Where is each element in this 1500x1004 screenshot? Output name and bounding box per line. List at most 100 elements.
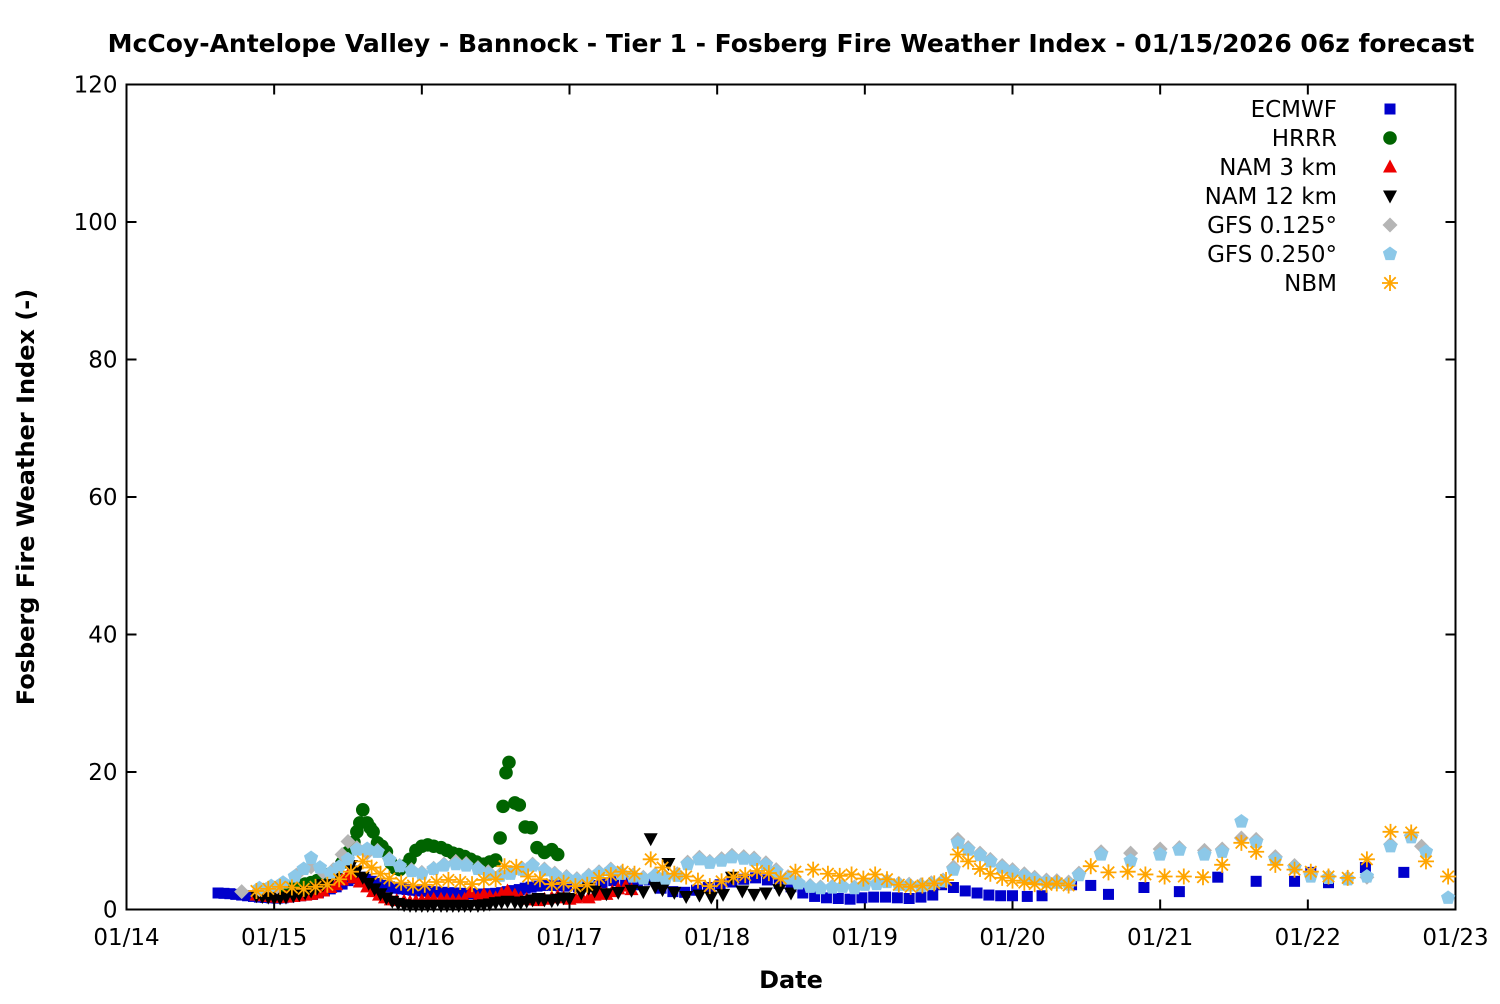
data-point [295,880,312,897]
data-point [349,842,364,856]
x-axis-title: Date [759,966,823,994]
data-point [464,876,481,893]
data-point [689,872,706,889]
data-point [1234,814,1249,828]
y-tick-labels: 0 20 40 60 80 100 120 [74,73,118,924]
data-point [701,878,718,895]
data-point [377,879,389,891]
data-point [832,893,844,904]
data-point [404,877,421,894]
data-point [891,892,903,904]
data-point [488,853,503,867]
legend-label: GFS 0.125° [1207,213,1337,239]
data-point [813,880,828,895]
data-point [1102,888,1114,900]
y-tick-label: 20 [88,760,117,786]
data-point [983,853,998,868]
data-point [591,869,608,886]
data-point [949,846,966,863]
data-point [961,842,976,856]
data-point [555,874,572,891]
data-point [773,877,785,889]
data-point [543,879,555,891]
data-point [1071,867,1087,882]
legend-item-gfs-0-250-: GFS 0.250° [1207,242,1398,268]
data-point [487,871,504,888]
data-point [1215,844,1230,858]
legend-item-hrrr: HRRR [1272,126,1397,152]
data-point [902,878,919,895]
data-point [803,879,818,893]
data-point [995,890,1007,902]
data-point [448,887,460,899]
data-point [602,867,619,884]
data-point [567,878,584,895]
data-point [404,863,419,878]
data-point [947,882,959,893]
data-point [972,847,988,862]
data-point [463,884,478,898]
data-point [746,852,762,867]
data-series [212,755,1457,913]
data-point [1440,868,1457,885]
x-tick-label: 01/18 [684,925,750,951]
data-point [1403,824,1420,841]
data-point [1194,869,1211,886]
data-point [1153,847,1168,861]
x-tick-label: 01/21 [1127,925,1193,951]
data-point [843,866,860,883]
data-point [704,891,719,905]
data-point [370,844,385,858]
data-point [355,803,370,817]
legend-label: NAM 3 km [1219,155,1337,181]
legend-item-gfs-0-125-: GFS 0.125° [1207,213,1398,239]
legend-item-nam-3-km: NAM 3 km [1219,155,1397,181]
data-point [825,880,840,894]
data-point [1138,882,1150,893]
data-point [760,865,777,882]
series-nbm [248,823,1457,899]
data-point [758,887,773,901]
data-point [737,867,754,884]
data-point [519,882,531,894]
data-point [1038,876,1055,893]
data-point [513,884,525,896]
legend-item-nam-12-km: NAM 12 km [1205,184,1397,210]
data-point [702,855,717,869]
data-point [1100,864,1117,881]
x-tick-labels: 01/14 01/15 01/16 01/17 01/18 01/19 01/20 01/21… [93,925,1488,951]
data-point [230,888,242,900]
data-point [867,866,884,883]
data-point [596,877,608,889]
data-point [442,887,454,899]
data-point [1359,869,1375,883]
data-point [340,851,356,866]
data-point [543,876,560,893]
legend-marker-triangle-down [1383,190,1397,204]
data-point [747,888,762,902]
data-point [1048,875,1065,892]
data-point [608,875,620,887]
data-point [1440,890,1456,904]
data-point [303,850,319,865]
data-point [1016,874,1033,891]
legend-marker-asterisk [1382,275,1398,291]
data-point [692,851,707,866]
data-point [562,893,577,906]
data-point [679,890,694,904]
data-point [844,893,856,905]
x-tick-label: 01/22 [1275,925,1341,951]
data-point [1085,879,1097,891]
data-point [1007,890,1018,902]
data-point [340,833,356,849]
data-point [725,869,742,886]
data-point [363,859,380,876]
legend-label: NBM [1284,271,1337,297]
y-axis-title: Fosberg Fire Weather Index (-) [12,289,40,705]
data-point [1359,862,1371,874]
data-point [1036,890,1048,902]
y-tick-label: 0 [103,898,118,924]
data-point [785,881,797,893]
data-point [550,847,565,862]
